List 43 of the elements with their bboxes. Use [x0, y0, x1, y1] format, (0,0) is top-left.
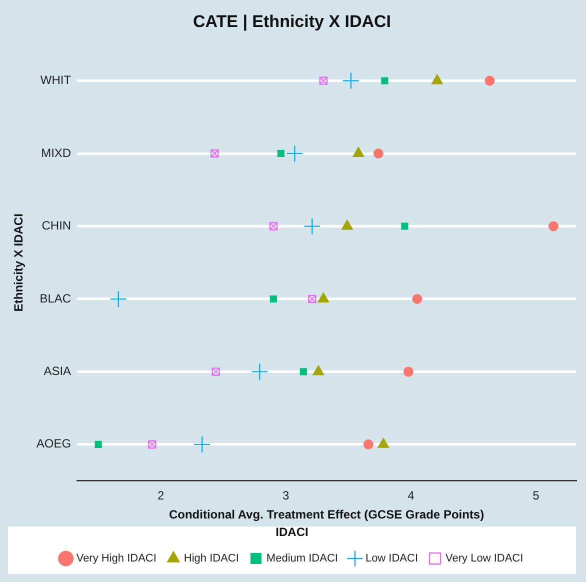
legend-label: Medium IDACI	[266, 552, 338, 565]
point	[94, 440, 102, 448]
x-tick-label: 5	[532, 488, 540, 502]
point	[308, 294, 316, 304]
point	[148, 440, 156, 449]
point	[210, 149, 219, 158]
point	[412, 294, 422, 304]
point	[270, 295, 277, 302]
chart-title: CATE | Ethnicity X IDACI	[192, 12, 392, 31]
point	[342, 72, 360, 90]
point	[251, 363, 268, 380]
point	[401, 222, 408, 230]
y-tick-label: CHIN	[42, 218, 72, 233]
legend-title: IDACI	[276, 524, 308, 539]
point	[110, 290, 127, 308]
y-axis-title: Ethnicity X IDACI	[12, 214, 26, 312]
x-tick-label: 3	[282, 488, 290, 502]
point	[373, 148, 384, 158]
y-tick-label: BLAC	[40, 291, 72, 306]
point	[363, 439, 374, 450]
point	[548, 221, 558, 232]
point	[484, 76, 495, 86]
legend-label: Low IDACI	[365, 552, 418, 565]
legend-label: Very High IDACI	[76, 552, 156, 565]
point	[277, 150, 284, 158]
x-axis-title: Conditional Avg. Treatment Effect (GCSE Grade Points)	[168, 508, 484, 522]
y-tick-label: MIXD	[41, 146, 72, 160]
y-tick-label: WHIT	[40, 73, 72, 88]
legend-label: High IDACI	[184, 552, 239, 565]
point	[269, 222, 278, 230]
point	[194, 436, 211, 454]
x-tick-label: 4	[408, 488, 415, 502]
point	[319, 76, 328, 85]
point	[212, 368, 220, 376]
point	[403, 366, 414, 377]
point	[381, 77, 388, 84]
legend-label: Very Low IDACI	[446, 552, 524, 565]
point	[304, 218, 321, 235]
point	[286, 144, 304, 162]
point	[300, 368, 307, 376]
y-tick-label: ASIA	[44, 364, 72, 378]
y-tick-label: AOEG	[36, 436, 72, 451]
x-tick-label: 2	[158, 488, 165, 502]
